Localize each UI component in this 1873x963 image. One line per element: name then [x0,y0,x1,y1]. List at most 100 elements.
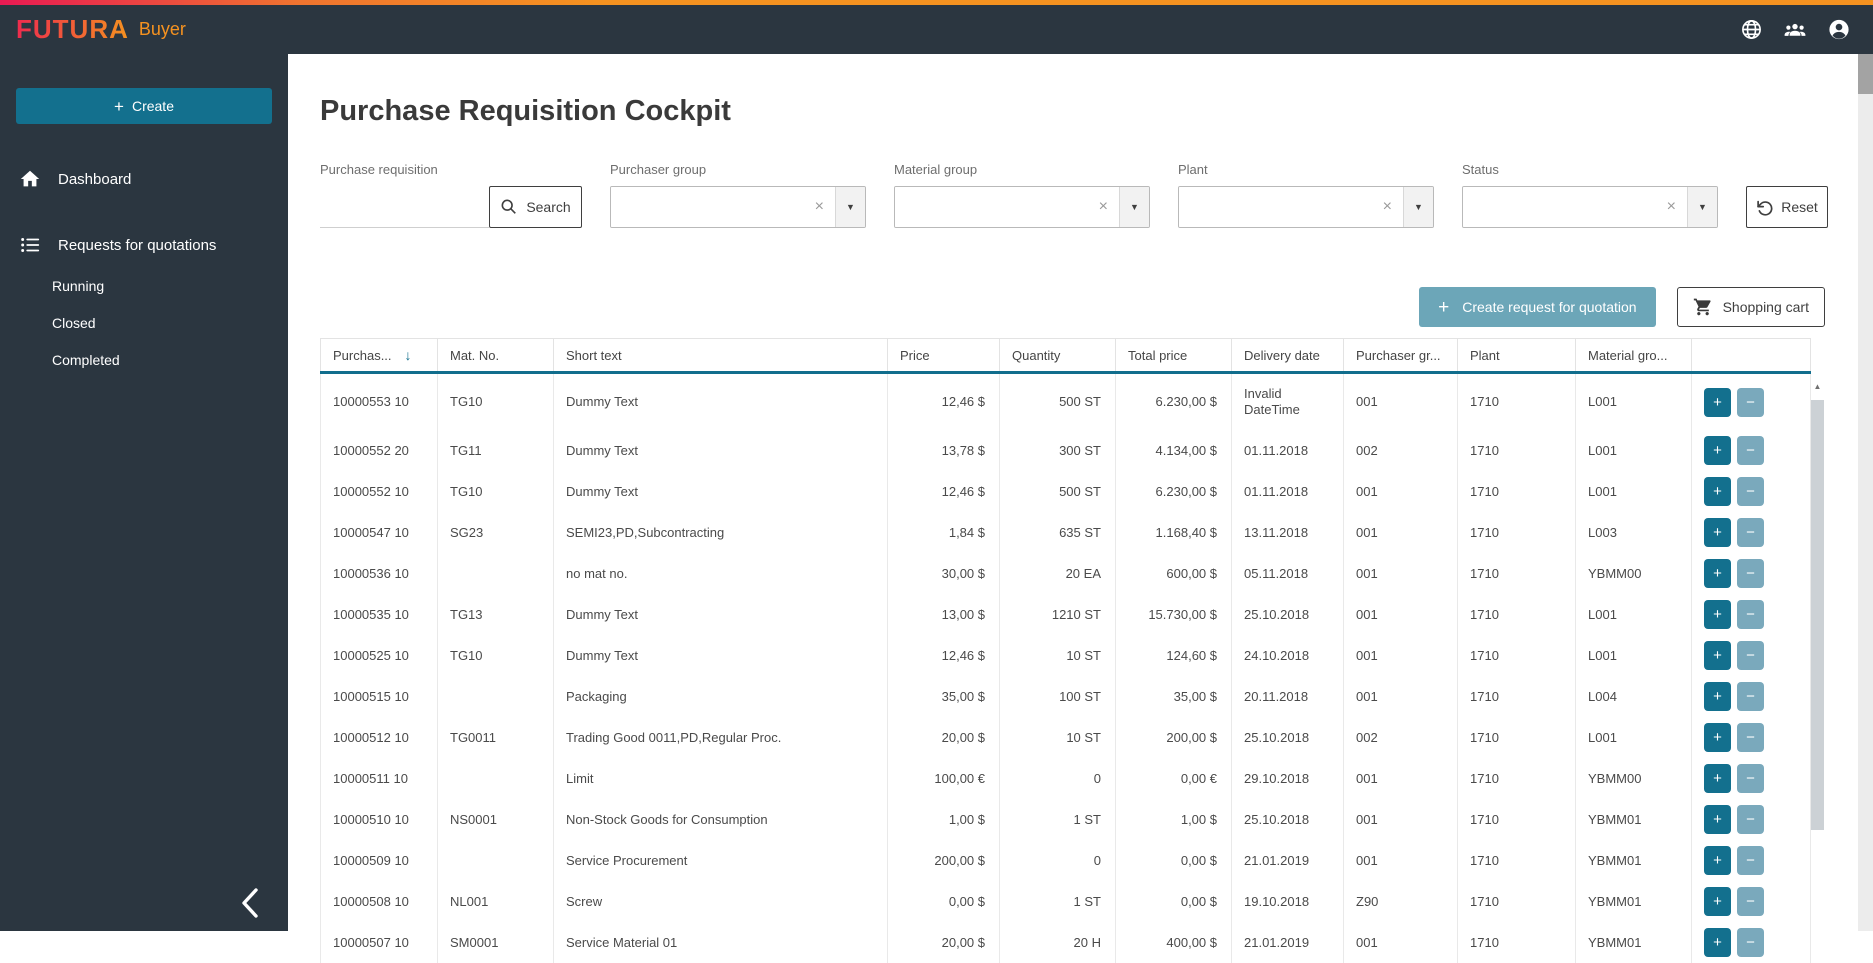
add-to-cart-button[interactable]: + [1704,764,1731,793]
cell-price: 1,00 $ [888,799,1000,840]
search-button[interactable]: Search [489,186,582,228]
create-request-for-quotation-button[interactable]: + Create request for quotation [1419,287,1655,327]
add-to-cart-button[interactable]: + [1704,559,1731,588]
cell-mat-no: TG0011 [438,717,554,758]
cell-purchaser-group: 001 [1344,512,1458,553]
add-to-cart-button[interactable]: + [1704,846,1731,875]
clear-icon[interactable]: × [1656,187,1687,227]
remove-from-cart-button[interactable]: − [1737,477,1764,506]
cell-purchaser-group: 002 [1344,717,1458,758]
plant-input[interactable] [1179,187,1372,227]
cell-short-text: Dummy Text [554,430,888,471]
remove-from-cart-button[interactable]: − [1737,559,1764,588]
dropdown-toggle[interactable]: ▼ [1119,187,1149,227]
status-input[interactable] [1463,187,1656,227]
add-to-cart-button[interactable]: + [1704,928,1731,957]
scroll-up-arrow-icon[interactable]: ▲ [1810,374,1825,391]
users-icon[interactable] [1783,18,1807,42]
remove-from-cart-button[interactable]: − [1737,641,1764,670]
column-header-quantity[interactable]: Quantity [1000,339,1116,373]
purchase-requisition-input[interactable] [320,187,489,228]
cell-material-group: YBMM00 [1576,553,1692,594]
remove-from-cart-button[interactable]: − [1737,388,1764,417]
add-to-cart-button[interactable]: + [1704,641,1731,670]
remove-from-cart-button[interactable]: − [1737,723,1764,752]
table-scrollbar-thumb[interactable] [1811,400,1824,830]
add-to-cart-button[interactable]: + [1704,477,1731,506]
cell-actions: +− [1692,799,1811,840]
cell-short-text: Dummy Text [554,635,888,676]
cell-short-text: Screw [554,881,888,922]
remove-from-cart-button[interactable]: − [1737,764,1764,793]
remove-from-cart-button[interactable]: − [1737,600,1764,629]
search-button-label: Search [526,199,570,215]
shopping-cart-button[interactable]: Shopping cart [1677,287,1825,327]
remove-from-cart-button[interactable]: − [1737,805,1764,834]
sidebar-item-closed[interactable]: Closed [0,304,288,341]
remove-from-cart-button[interactable]: − [1737,518,1764,547]
sidebar-item-completed[interactable]: Completed [0,341,288,378]
add-to-cart-button[interactable]: + [1704,805,1731,834]
add-to-cart-button[interactable]: + [1704,682,1731,711]
add-to-cart-button[interactable]: + [1704,887,1731,916]
clear-icon[interactable]: × [1372,187,1403,227]
add-to-cart-button[interactable]: + [1704,723,1731,752]
plus-icon: + [1438,298,1449,317]
sidebar-item-requests-for-quotations[interactable]: Requests for quotations [0,223,288,267]
cell-price: 12,46 $ [888,471,1000,512]
cell-mat-no: NL001 [438,881,554,922]
reset-button[interactable]: Reset [1746,186,1828,228]
column-header-actions [1692,339,1811,373]
column-header-material-group[interactable]: Material gro... [1576,339,1692,373]
material-group-combobox: × ▼ [894,186,1150,228]
remove-from-cart-button[interactable]: − [1737,887,1764,916]
sidebar-item-running[interactable]: Running [0,267,288,304]
remove-from-cart-button[interactable]: − [1737,928,1764,957]
page-scrollbar[interactable] [1858,54,1873,931]
add-to-cart-button[interactable]: + [1704,436,1731,465]
page-scrollbar-thumb[interactable] [1858,54,1873,94]
table-scrollbar[interactable]: ▲ [1810,374,1825,934]
create-button[interactable]: + Create [16,88,272,124]
clear-icon[interactable]: × [1088,187,1119,227]
cell-total-price: 0,00 $ [1116,881,1232,922]
cell-material-group: YBMM01 [1576,881,1692,922]
remove-from-cart-button[interactable]: − [1737,846,1764,875]
dropdown-toggle[interactable]: ▼ [1687,187,1717,227]
column-header-delivery-date[interactable]: Delivery date [1232,339,1344,373]
chevron-down-icon: ▼ [1414,202,1423,212]
add-to-cart-button[interactable]: + [1704,518,1731,547]
column-header-plant[interactable]: Plant [1458,339,1576,373]
brand-logo: FUTURA Buyer [16,5,186,54]
remove-from-cart-button[interactable]: − [1737,436,1764,465]
dropdown-toggle[interactable]: ▼ [835,187,865,227]
column-header-pr[interactable]: Purchas...↓ [321,339,438,373]
dropdown-toggle[interactable]: ▼ [1403,187,1433,227]
topbar-icon-group [1739,5,1851,54]
remove-from-cart-button[interactable]: − [1737,682,1764,711]
sidebar-item-dashboard[interactable]: Dashboard [0,157,288,201]
cell-delivery-date: 24.10.2018 [1232,635,1344,676]
clear-icon[interactable]: × [804,187,835,227]
purchaser-group-input[interactable] [611,187,804,227]
column-header-total-price[interactable]: Total price [1116,339,1232,373]
account-icon[interactable] [1827,18,1851,42]
add-to-cart-button[interactable]: + [1704,388,1731,417]
material-group-input[interactable] [895,187,1088,227]
column-header-price[interactable]: Price [888,339,1000,373]
column-header-short-text[interactable]: Short text [554,339,888,373]
column-header-purchaser-group[interactable]: Purchaser gr... [1344,339,1458,373]
cell-short-text: Service Material 01 [554,922,888,963]
collapse-sidebar-chevron-left-icon[interactable] [236,885,264,921]
cell-price: 200,00 $ [888,840,1000,881]
globe-icon[interactable] [1739,18,1763,42]
cell-actions: +− [1692,717,1811,758]
add-to-cart-button[interactable]: + [1704,600,1731,629]
filter-label: Plant [1178,162,1434,177]
search-icon [500,198,518,216]
column-header-mat-no[interactable]: Mat. No. [438,339,554,373]
page-title: Purchase Requisition Cockpit [320,95,1873,128]
